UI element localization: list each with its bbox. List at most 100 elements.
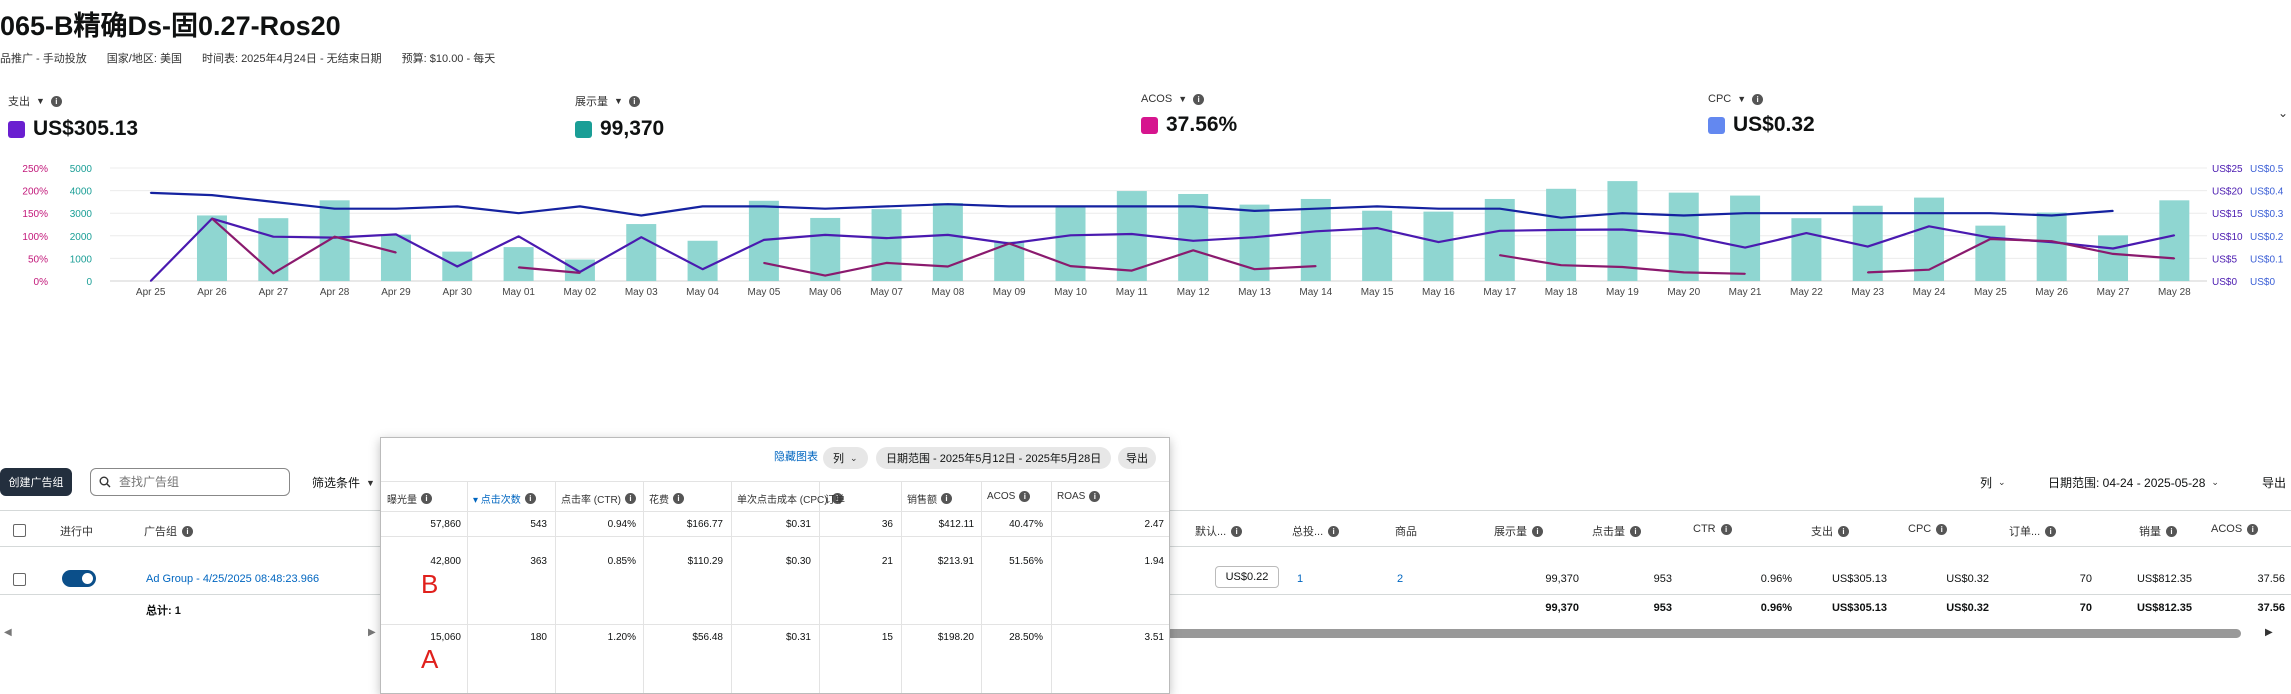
info-icon[interactable]: i — [941, 493, 952, 504]
popup-date-range[interactable]: 日期范围 - 2025年5月12日 - 2025年5月28日 — [876, 447, 1112, 469]
popup-export-button[interactable]: 导出 — [1118, 447, 1156, 469]
metric-acos[interactable]: ACOS ▼ i 37.56% — [1141, 93, 1237, 137]
info-icon[interactable]: i — [1838, 525, 1849, 537]
chart-point — [1008, 242, 1010, 245]
targets-link[interactable]: 1 — [1297, 573, 1304, 585]
horizontal-scrollbar[interactable] — [1166, 629, 2241, 638]
info-icon[interactable]: i — [182, 525, 193, 537]
chart-point — [763, 205, 765, 208]
info-icon[interactable]: i — [2247, 523, 2259, 535]
row-checkbox[interactable] — [13, 573, 26, 586]
col-label: 销量 — [2139, 526, 2161, 538]
popup-col-header[interactable]: 曝光量 i — [387, 491, 432, 506]
popup-col-header[interactable]: 单次点击成本 (CPC) i — [737, 491, 843, 506]
metric-cpc[interactable]: CPC ▼ i US$0.32 — [1708, 93, 1815, 137]
info-icon[interactable]: i — [421, 493, 432, 504]
popup-col-header[interactable]: 销售额 i — [907, 491, 952, 506]
col-spend[interactable]: 支出 i — [1811, 523, 1849, 539]
collapse-chart-icon[interactable]: ⌄ — [2278, 106, 2289, 120]
col-cpc[interactable]: CPC i — [1908, 523, 1948, 535]
metric-value: US$305.13 — [33, 117, 139, 140]
chart-point — [1866, 245, 1869, 248]
chevron-down-icon[interactable]: ▼ — [36, 96, 45, 106]
chart-point — [1866, 212, 1869, 214]
info-icon[interactable]: i — [1231, 525, 1243, 537]
info-icon[interactable]: i — [1019, 491, 1031, 502]
date-range-dropdown[interactable]: 日期范围: 04-24 - 2025-05-28 ⌄ — [2048, 474, 2219, 491]
x-tick-label: May 21 — [1729, 287, 1762, 298]
popup-columns-label: 列 — [833, 453, 844, 465]
col-orders[interactable]: 订单... i — [2009, 523, 2057, 539]
chart-point — [1131, 233, 1133, 235]
chevron-down-icon[interactable]: ▼ — [1737, 94, 1747, 104]
col-sales[interactable]: 销量 i — [2139, 523, 2177, 539]
info-icon[interactable]: i — [673, 493, 684, 504]
default-bid-input[interactable]: US$0.22 — [1215, 566, 1279, 588]
chart-point — [456, 205, 459, 208]
popup-col-header[interactable]: 订单 — [825, 491, 845, 506]
chart-point — [1315, 265, 1317, 267]
hide-chart-link[interactable]: 隐藏图表 — [774, 451, 818, 463]
popup-col-header[interactable]: ▾ 点击次数 i — [473, 491, 536, 506]
info-icon[interactable]: i — [1936, 523, 1948, 535]
info-icon[interactable]: i — [628, 95, 640, 107]
popup-cell: 15,060 — [430, 632, 461, 643]
chevron-down-icon: ⌄ — [1998, 477, 2006, 487]
popup-cell: $198.20 — [937, 632, 974, 643]
chart-bar — [2098, 235, 2129, 281]
col-total-targets[interactable]: 总投... i — [1292, 523, 1340, 539]
products-link[interactable]: 2 — [1397, 573, 1404, 585]
chart-point — [333, 235, 336, 238]
chart-point — [1253, 236, 1256, 238]
col-products[interactable]: 商品 — [1395, 523, 1417, 539]
columns-dropdown[interactable]: 列 ⌄ — [1980, 474, 2006, 491]
x-tick-label: Apr 30 — [443, 287, 473, 298]
active-toggle[interactable] — [62, 570, 96, 587]
info-icon[interactable]: i — [2045, 525, 2057, 537]
info-icon[interactable]: i — [524, 493, 536, 504]
popup-col-header[interactable]: 花费 i — [649, 491, 684, 506]
info-icon[interactable]: i — [1193, 93, 1205, 105]
info-icon[interactable]: i — [625, 493, 636, 504]
chevron-down-icon[interactable]: ▼ — [614, 96, 623, 106]
info-icon[interactable]: i — [1532, 525, 1543, 537]
popup-cell: 40.47% — [1009, 519, 1043, 530]
create-ad-group-button[interactable]: 创建广告组 — [0, 468, 72, 496]
col-ctr[interactable]: CTR i — [1693, 523, 1732, 535]
col-impressions[interactable]: 展示量 i — [1494, 523, 1543, 539]
tick-label-spend: US$15 — [2212, 209, 2243, 220]
info-icon[interactable]: i — [1328, 525, 1340, 537]
info-icon[interactable]: i — [831, 493, 843, 504]
popup-cell: 28.50% — [1009, 632, 1043, 643]
search-input[interactable] — [119, 475, 279, 489]
tick-label-cpc: US$0.1 — [2250, 254, 2284, 265]
popup-columns-dropdown[interactable]: 列 ⌄ — [823, 447, 868, 469]
info-icon[interactable]: i — [1630, 525, 1641, 537]
info-icon[interactable]: i — [1089, 491, 1101, 502]
popup-col-header[interactable]: ACOS i — [987, 491, 1031, 502]
search-field[interactable] — [90, 468, 290, 496]
metric-spend[interactable]: 支出 ▼ i US$305.13 — [8, 93, 138, 141]
metric-impressions[interactable]: 展示量 ▼ i 99,370 — [575, 93, 664, 141]
scroll-left-arrow-icon[interactable]: ◀ — [4, 627, 12, 638]
col-active[interactable]: 进行中 — [60, 523, 93, 539]
col-acos[interactable]: ACOS i — [2211, 523, 2259, 535]
popup-col-header[interactable]: ROAS i — [1057, 491, 1101, 502]
export-button[interactable]: 导出 — [2262, 476, 2287, 490]
select-all-checkbox[interactable] — [13, 524, 26, 537]
col-ad-group[interactable]: 广告组 i — [144, 523, 193, 539]
chevron-down-icon[interactable]: ▼ — [1178, 94, 1188, 104]
scroll-right-arrow-icon[interactable]: ▶ — [2265, 627, 2273, 638]
info-icon[interactable]: i — [1752, 93, 1764, 105]
filter-dropdown[interactable]: 筛选条件 ▼ — [312, 474, 375, 491]
ad-group-link[interactable]: Ad Group - 4/25/2025 08:48:23.966 — [146, 573, 320, 585]
col-clicks[interactable]: 点击量 i — [1592, 523, 1641, 539]
col-default-bid[interactable]: 默认... i — [1195, 523, 1243, 539]
info-icon[interactable]: i — [1720, 523, 1732, 535]
scroll-right-arrow-icon[interactable]: ▶ — [368, 627, 376, 638]
info-icon[interactable]: i — [50, 95, 62, 107]
chart-bar — [319, 200, 350, 281]
popup-col-header[interactable]: 点击率 (CTR) i — [561, 491, 636, 506]
col-label: 广告组 — [144, 526, 177, 538]
info-icon[interactable]: i — [2166, 525, 2177, 537]
